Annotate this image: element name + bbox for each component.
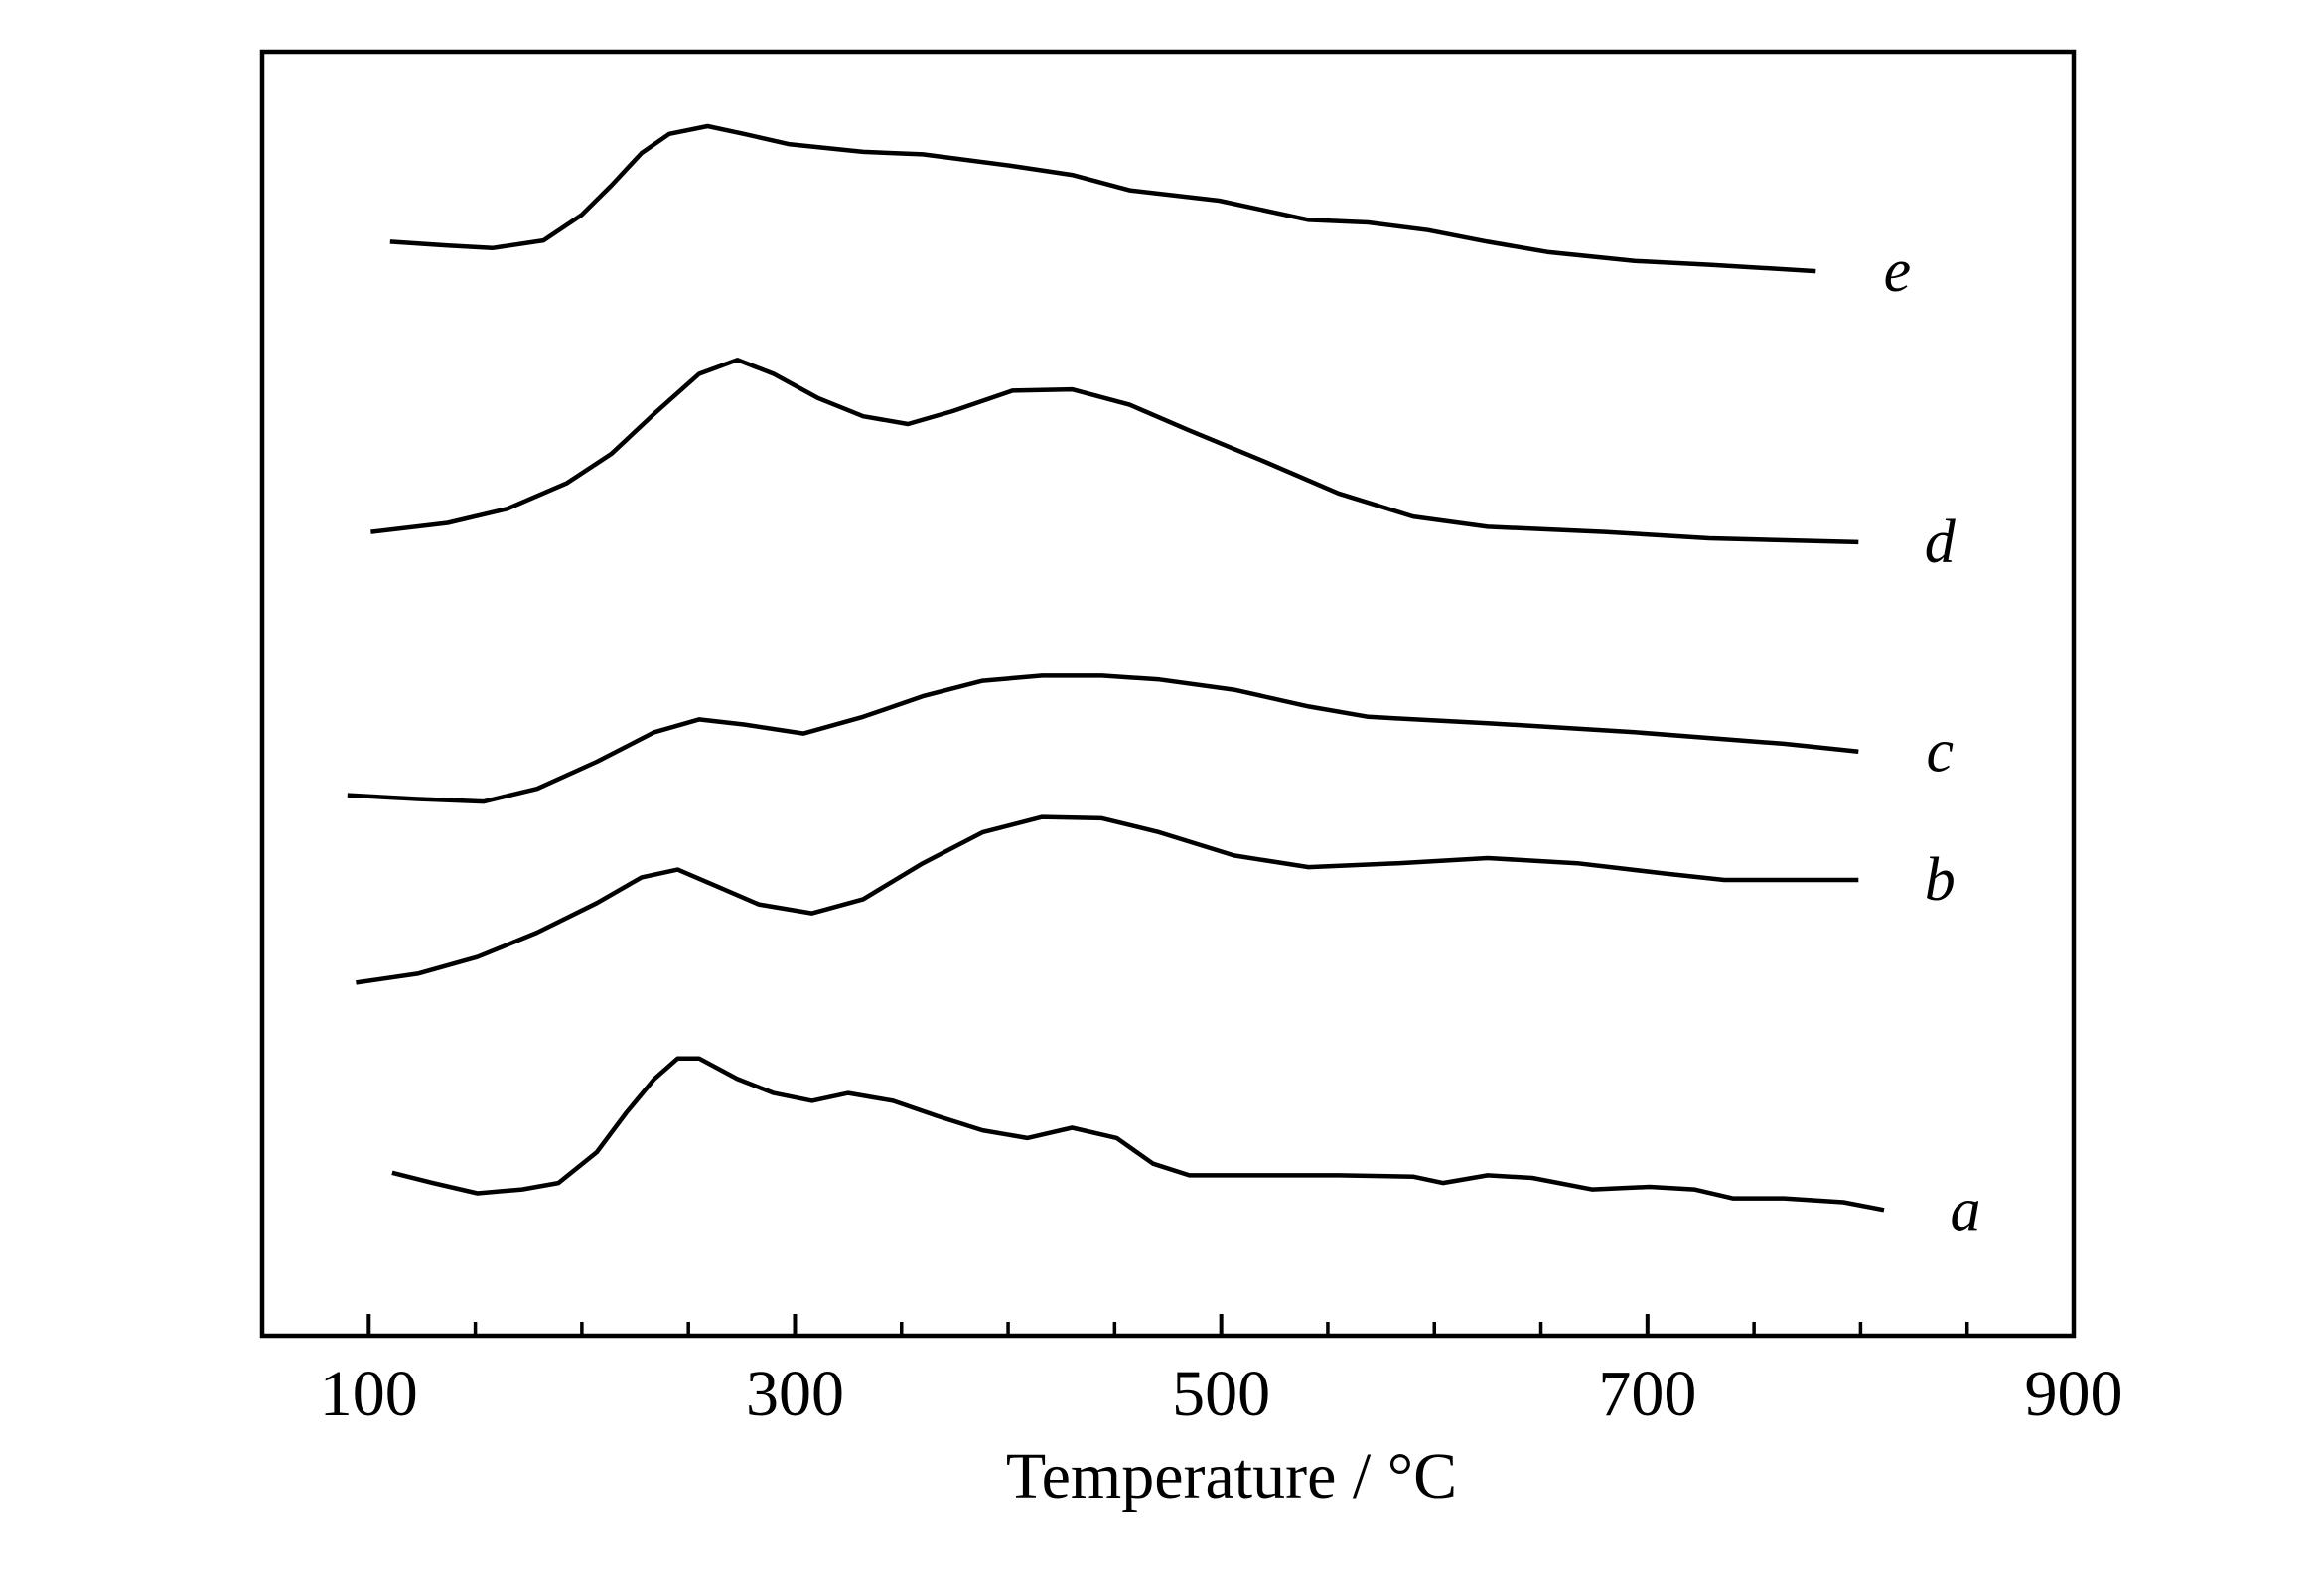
x-tick-label: 900 xyxy=(2025,1358,2123,1430)
x-tick-label: 100 xyxy=(320,1358,418,1430)
curve-label: e xyxy=(1884,237,1912,305)
line-series xyxy=(356,814,1859,985)
line-series xyxy=(347,673,1859,804)
line-series xyxy=(391,1056,1885,1213)
curve-label: d xyxy=(1925,508,1957,576)
curve-label: a xyxy=(1951,1176,1981,1243)
curve-label: c xyxy=(1927,718,1955,786)
x-tick-label: 300 xyxy=(746,1358,844,1430)
x-tick-label: 700 xyxy=(1598,1358,1696,1430)
line-series xyxy=(370,358,1859,545)
x-tick-label: 500 xyxy=(1172,1358,1270,1430)
curve-label: b xyxy=(1925,846,1956,914)
plot-frame xyxy=(259,49,2077,1339)
x-axis-title: Temperature / °C xyxy=(1006,1440,1457,1513)
line-series xyxy=(389,123,1816,274)
